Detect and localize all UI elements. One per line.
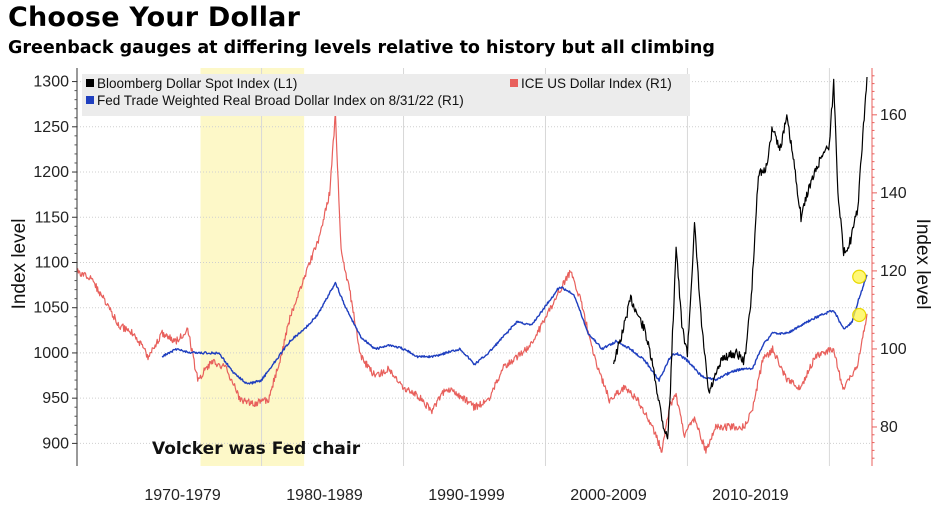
left-axis-ticks: 900 950 1000 1050 1100 1150 1200 1250 1300	[33, 74, 77, 452]
legend-swatch-dxy	[510, 79, 518, 87]
legend-swatch-bbdxy	[86, 79, 94, 87]
chart-subtitle: Greenback gauges at differing levels rel…	[8, 38, 715, 58]
x-category-label: 1970-1979	[144, 487, 221, 504]
series-line-bbdxy	[613, 76, 868, 440]
legend-background	[82, 74, 690, 116]
volcker-band	[200, 68, 305, 466]
right-axis-ticks: 80 100 120 140 160	[872, 75, 907, 459]
left-tick-label: 1100	[35, 254, 70, 271]
right-tick-label: 100	[880, 341, 907, 358]
right-tick-label: 160	[880, 107, 907, 124]
left-tick-label: 1150	[35, 209, 70, 226]
series-line-dxy	[76, 111, 868, 454]
chart-title: Choose Your Dollar	[8, 2, 301, 33]
legend-label-fed: Fed Trade Weighted Real Broad Dollar Ind…	[97, 93, 464, 108]
right-tick-label: 80	[880, 419, 898, 436]
axes	[76, 68, 873, 466]
series-layer	[76, 76, 868, 454]
legend-label-dxy: ICE US Dollar Index (R1)	[521, 76, 672, 91]
left-axis-title: Index level	[9, 219, 30, 310]
left-tick-label: 950	[42, 390, 69, 407]
legend-label-bbdxy: Bloomberg Dollar Spot Index (L1)	[97, 76, 297, 91]
left-tick-label: 1050	[33, 300, 69, 317]
highlight-point-dxy	[852, 307, 867, 323]
right-tick-label: 140	[880, 185, 907, 202]
highlight-point-fed	[852, 269, 867, 284]
left-tick-label: 900	[42, 435, 69, 452]
x-category-label: 2000-2009	[570, 487, 647, 504]
x-category-label: 2010-2019	[712, 487, 789, 504]
right-axis-title: Index level	[912, 219, 933, 310]
x-axis-labels: 1970-1979 1980-1989 1990-1999 2000-2009 2010…	[144, 487, 788, 504]
x-category-label: 1990-1999	[428, 487, 505, 504]
legend: Bloomberg Dollar Spot Index (L1) ICE US …	[82, 74, 690, 116]
volcker-annotation: Volcker was Fed chair	[152, 439, 361, 459]
highlight-layer	[852, 269, 867, 323]
left-tick-label: 1250	[33, 119, 69, 136]
right-tick-label: 120	[880, 263, 907, 280]
legend-swatch-fed	[86, 96, 94, 104]
left-tick-label: 1300	[33, 74, 69, 91]
series-line-fed	[161, 274, 868, 385]
left-tick-label: 1000	[33, 345, 69, 362]
left-tick-label: 1200	[33, 164, 69, 181]
x-category-label: 1980-1989	[286, 487, 363, 504]
